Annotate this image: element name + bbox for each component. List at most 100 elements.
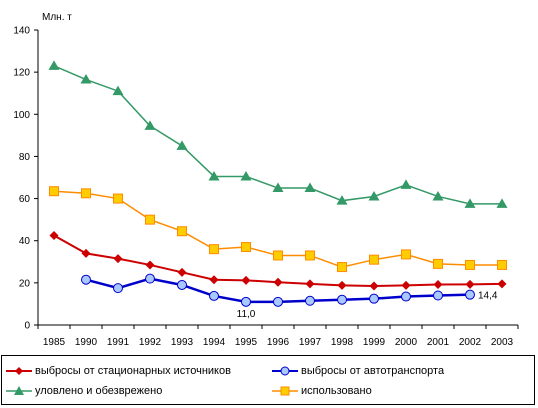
data-point-vehicles [177,279,187,290]
data-point-used [433,258,443,269]
data-point-captured [464,198,476,208]
data-point-used [497,259,507,270]
data-point-captured [368,190,380,201]
data-point-used [241,242,251,253]
data-point-stationary [241,275,251,285]
x-tick-label: 1990 [75,337,98,348]
data-point-used [337,262,347,273]
data-point-used [465,259,475,270]
data-point-captured [304,182,316,193]
x-tick-label: 2003 [491,337,514,348]
y-tick-label: 100 [13,110,30,121]
data-point-captured [496,198,508,208]
data-point-stationary [497,279,507,289]
data-point-captured [112,85,124,96]
y-tick-label: 60 [19,194,31,205]
data-point-captured [432,190,444,201]
data-point-stationary [273,277,283,287]
x-tick-label: 1998 [331,337,354,348]
data-point-stationary [465,279,475,289]
data-point-captured [48,60,60,70]
data-point-vehicles [305,295,315,306]
axes [37,30,518,326]
data-point-vehicles [145,273,155,284]
data-point-captured [80,74,92,84]
data-point-stationary [401,280,411,290]
data-point-vehicles [337,294,347,305]
data-label: 11,0 [237,309,256,320]
legend-item-vehicles: выбросы от автотранспорта [272,362,444,380]
data-point-captured [176,140,188,150]
data-point-vehicles [81,274,91,285]
data-point-used [273,250,283,261]
x-tick-labels: 1985 1990 1991 1992 1993 1994 1995 1996 1997 1998… [37,325,519,348]
data-point-stationary [113,254,123,264]
data-point-stationary [337,280,347,290]
circle-marker-icon [272,366,298,376]
data-point-stationary [145,260,155,270]
y-tick-labels: 0 20 40 60 80 100 120 140 [13,26,38,332]
diamond-marker-icon [6,367,32,375]
x-tick-label: 1997 [299,337,322,348]
data-point-captured [400,179,412,189]
data-point-stationary [177,267,187,277]
y-tick-label: 40 [19,236,31,247]
data-point-captured [240,170,252,181]
x-tick-label: 1994 [203,337,226,348]
legend-label: выбросы от стационарных источников [35,365,231,377]
y-tick-label: 140 [13,26,30,37]
y-unit-label: Млн. т [42,12,72,23]
legend-label: выбросы от автотранспорта [301,365,445,377]
data-point-stationary [209,275,219,285]
data-point-used [401,249,411,260]
data-point-stationary [49,230,59,240]
x-tick-label: 1991 [107,337,130,348]
square-marker-icon [272,386,298,396]
y-tick-label: 0 [24,321,30,332]
data-point-used [177,226,187,237]
y-tick-label: 80 [19,152,31,163]
data-point-used [81,188,91,199]
data-point-used [209,244,219,255]
legend-label: использовано [301,385,372,397]
data-point-vehicles [465,289,475,300]
x-tick-label: 1992 [139,337,162,348]
y-tick-label: 20 [19,278,31,289]
data-point-captured [336,195,348,205]
data-point-captured [208,170,220,181]
data-point-stationary [305,279,315,289]
legend-item-captured: уловлено и обезврежено [6,382,162,400]
legend: выбросы от стационарных источников выбро… [1,355,535,405]
data-point-vehicles [273,296,283,307]
data-point-vehicles [401,291,411,302]
data-point-captured [272,182,284,193]
data-point-captured [144,120,156,130]
data-point-vehicles [209,290,219,301]
data-labels: 11,0 14,4 [237,291,498,320]
data-point-stationary [433,280,443,290]
data-label: 14,4 [478,291,498,302]
data-point-used [113,193,123,204]
data-point-vehicles [433,290,443,301]
data-point-used [145,214,155,225]
x-tick-label: 1993 [171,337,194,348]
x-tick-label: 2001 [427,337,450,348]
x-tick-label: 1996 [267,337,290,348]
x-tick-label: 2000 [395,337,418,348]
data-point-used [49,186,59,197]
x-tick-label: 1995 [235,337,258,348]
x-tick-label: 1999 [363,337,386,348]
data-point-used [369,254,379,265]
y-tick-label: 120 [13,68,30,79]
legend-item-used: использовано [272,382,372,400]
data-point-vehicles [369,293,379,304]
x-tick-label: 1985 [43,337,66,348]
data-point-stationary [81,248,91,258]
legend-label: уловлено и обезврежено [35,385,163,397]
series-markers [48,60,508,307]
x-tick-label: 2002 [459,337,482,348]
data-point-stationary [369,281,379,291]
legend-item-stationary: выбросы от стационарных источников [6,362,231,380]
data-point-used [305,250,315,261]
